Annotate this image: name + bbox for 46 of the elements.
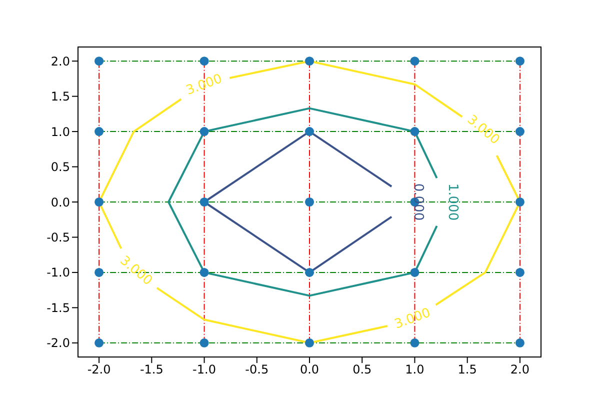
annotation: 3.000 <box>184 72 224 98</box>
y-tick-label: 1.5 <box>50 90 70 104</box>
point <box>94 56 104 66</box>
point <box>410 127 420 136</box>
point <box>304 338 314 348</box>
point <box>200 197 209 207</box>
annotation: 3.000 <box>392 306 433 332</box>
x-tick-label: 2.0 <box>510 362 530 377</box>
point <box>410 338 420 348</box>
point <box>200 127 209 136</box>
y-tick-label: 0.0 <box>50 195 70 210</box>
x-tick-label: -1.0 <box>192 362 216 377</box>
point <box>515 268 524 277</box>
point <box>515 338 524 348</box>
point <box>200 338 209 348</box>
point <box>304 197 314 207</box>
x-tick-label: 0.5 <box>352 362 372 377</box>
point <box>304 268 314 277</box>
point <box>94 338 104 348</box>
point <box>515 56 524 66</box>
point <box>304 56 314 66</box>
x-tick-label: -0.5 <box>245 362 269 377</box>
y-tick-label: -1.0 <box>46 266 70 280</box>
point <box>410 56 420 66</box>
y-tick-label: 2.0 <box>50 54 70 68</box>
point <box>200 56 209 66</box>
point <box>200 268 209 277</box>
x-tick-label: 1.0 <box>405 362 424 377</box>
y-tick-label: 0.5 <box>50 160 70 174</box>
y-tick-label: -0.5 <box>46 230 70 244</box>
line-series <box>167 107 438 297</box>
point <box>410 268 420 277</box>
point <box>94 127 104 136</box>
x-tick-label: 0.0 <box>300 362 320 377</box>
x-tick-label: -1.5 <box>140 362 164 377</box>
point <box>94 197 104 207</box>
point <box>515 197 524 207</box>
x-tick-label: -2.0 <box>87 362 111 377</box>
point <box>304 127 314 136</box>
y-tick-label: -2.0 <box>46 336 70 350</box>
point <box>515 127 524 136</box>
annotation: 1.000 <box>445 183 460 221</box>
y-tick-label: 1.0 <box>50 124 70 139</box>
x-tick-label: 1.5 <box>458 362 477 377</box>
y-tick-label: -1.5 <box>46 300 70 315</box>
point <box>94 268 104 277</box>
